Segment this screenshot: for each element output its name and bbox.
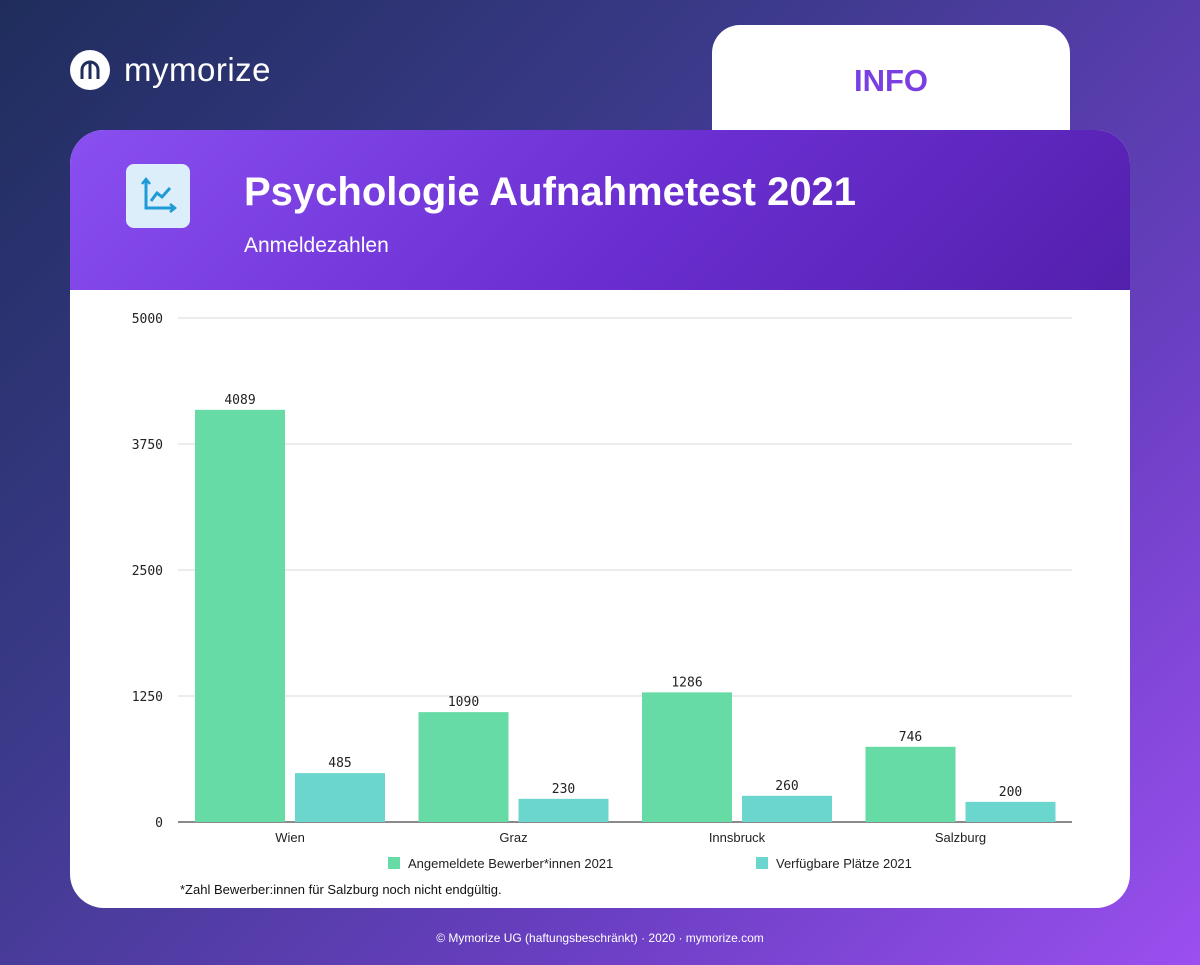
x-tick-label: Innsbruck: [709, 830, 766, 845]
data-label: 200: [999, 785, 1022, 800]
data-label: 1090: [448, 695, 479, 710]
footnote: *Zahl Bewerber:innen für Salzburg noch n…: [180, 882, 502, 897]
bar: [295, 773, 385, 822]
y-tick-label: 1250: [132, 690, 163, 705]
card-header: Psychologie Aufnahmetest 2021 Anmeldezah…: [70, 130, 1130, 290]
bar: [742, 795, 832, 822]
bar: [965, 801, 1056, 822]
data-label: 4089: [224, 393, 255, 408]
y-tick-label: 2500: [132, 564, 163, 579]
data-label: 1286: [671, 675, 702, 690]
x-tick-label: Salzburg: [935, 830, 986, 845]
data-label: 260: [775, 779, 798, 794]
page-subtitle: Anmeldezahlen: [244, 234, 389, 257]
chart-icon: [126, 164, 190, 228]
data-label: 746: [899, 730, 922, 745]
legend-swatch: [388, 857, 400, 869]
bar: [518, 798, 609, 822]
x-tick-label: Wien: [275, 830, 305, 845]
x-tick-label: Graz: [499, 830, 527, 845]
data-label: 485: [328, 756, 351, 771]
bar: [642, 692, 732, 822]
legend-swatch: [756, 857, 768, 869]
brand-logo: mymorize: [70, 50, 271, 90]
y-tick-label: 3750: [132, 438, 163, 453]
bar: [418, 712, 509, 822]
logo-icon: [70, 50, 110, 90]
page-title: Psychologie Aufnahmetest 2021: [244, 170, 857, 214]
bar: [195, 409, 285, 822]
brand-name: mymorize: [124, 51, 272, 88]
legend-label: Angemeldete Bewerber*innen 2021: [408, 856, 613, 871]
y-tick-label: 5000: [132, 312, 163, 327]
y-tick-label: 0: [155, 816, 163, 831]
footer-copyright: © Mymorize UG (haftungsbeschränkt) · 202…: [436, 931, 764, 945]
data-label: 230: [552, 782, 575, 797]
legend-label: Verfügbare Plätze 2021: [776, 856, 912, 871]
info-tab-label: INFO: [853, 63, 929, 98]
bar: [865, 746, 956, 822]
